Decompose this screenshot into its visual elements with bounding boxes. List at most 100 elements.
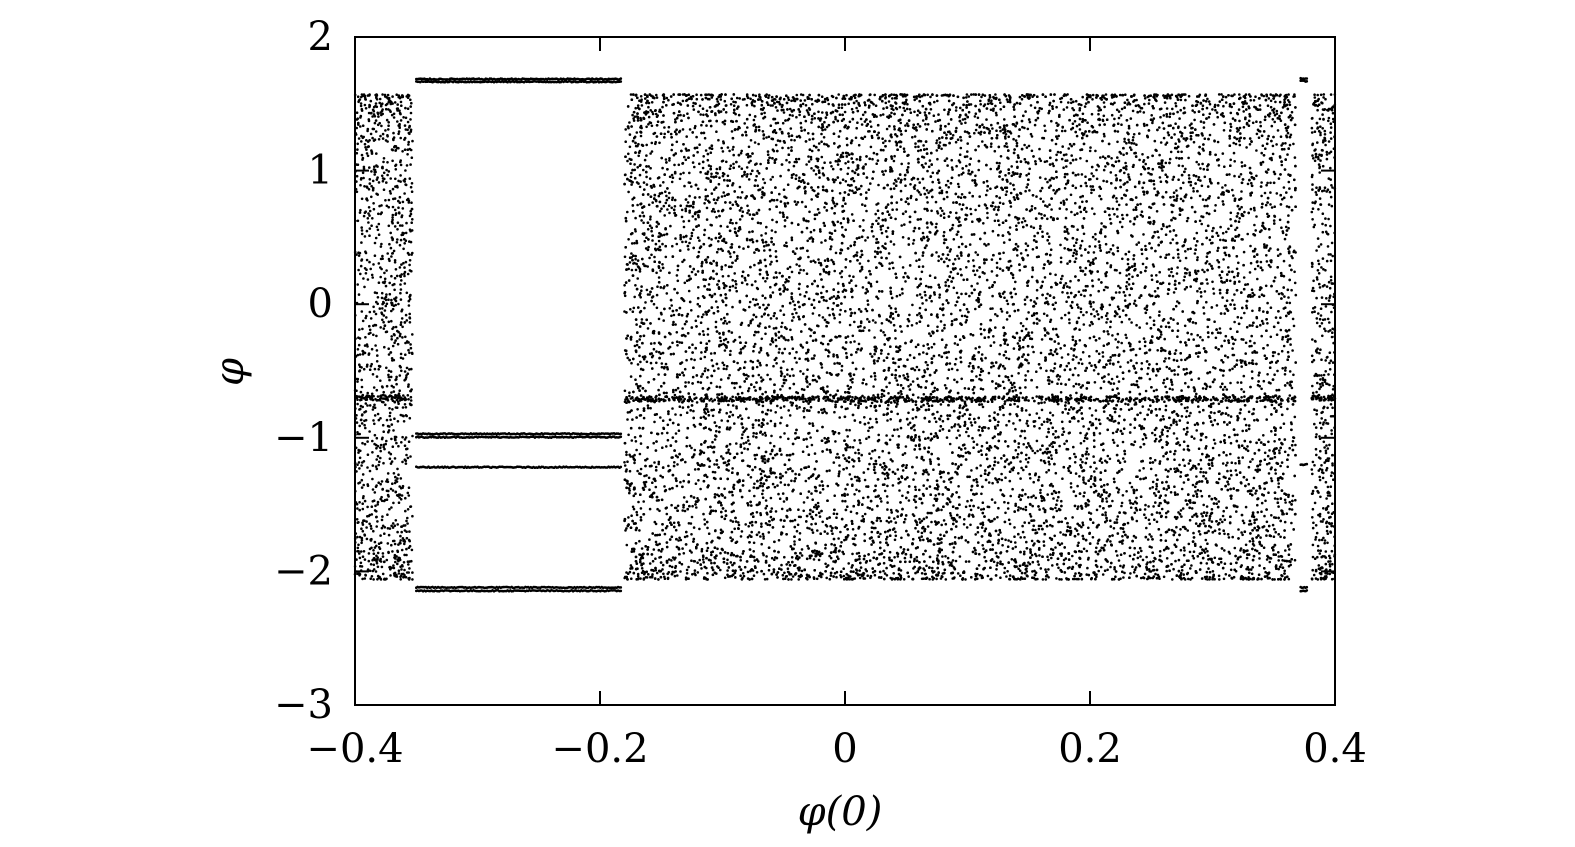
data-point (1286, 153, 1289, 156)
data-point (383, 281, 386, 285)
data-point (383, 526, 387, 529)
data-point (356, 402, 359, 406)
data-point (368, 93, 371, 96)
data-point (374, 102, 378, 105)
data-point (872, 235, 875, 238)
data-point (407, 546, 411, 550)
data-point (387, 369, 391, 373)
data-point (391, 307, 395, 311)
data-point (365, 314, 368, 318)
data-point (884, 477, 887, 481)
data-point (376, 500, 380, 504)
data-point (369, 539, 373, 542)
data-point (404, 353, 407, 357)
data-point (365, 152, 369, 155)
data-point (366, 278, 370, 281)
data-point (408, 177, 412, 180)
data-point (1015, 141, 1019, 145)
data-point (1040, 499, 1044, 503)
data-point (361, 124, 365, 127)
data-point (1139, 576, 1143, 580)
data-point (392, 112, 396, 116)
data-point (373, 491, 377, 494)
data-point (1081, 112, 1085, 116)
data-point (1125, 142, 1128, 145)
data-point (379, 446, 382, 450)
data-point (393, 259, 397, 262)
data-point (404, 106, 407, 110)
data-point (634, 284, 637, 287)
data-point (367, 221, 370, 224)
data-point (795, 350, 798, 354)
data-point (397, 130, 401, 133)
data-point (363, 499, 367, 503)
data-point (386, 513, 389, 516)
data-point (389, 462, 393, 465)
data-point (376, 176, 379, 179)
data-point (1221, 361, 1225, 364)
data-point (1117, 284, 1120, 288)
data-point (774, 106, 778, 109)
data-point (359, 390, 363, 394)
data-point (357, 137, 361, 140)
data-point (797, 508, 800, 512)
data-point (399, 288, 403, 291)
data-point (356, 380, 359, 383)
data-point (383, 345, 386, 349)
data-point (365, 197, 368, 201)
data-point (923, 446, 926, 450)
data-point (1239, 381, 1243, 384)
data-point (379, 257, 383, 261)
data-point (402, 116, 405, 119)
data-point (408, 567, 411, 570)
data-point (381, 254, 384, 258)
data-point (396, 342, 400, 346)
data-point (705, 405, 708, 408)
data-point (356, 572, 359, 576)
data-point (370, 149, 373, 152)
data-point (1217, 574, 1221, 578)
data-point (396, 221, 400, 224)
data-point (360, 541, 363, 545)
data-point (667, 204, 671, 207)
data-point (385, 293, 388, 296)
data-point (381, 132, 385, 136)
data-point (667, 125, 671, 129)
data-point (364, 250, 367, 253)
data-point (408, 576, 411, 580)
data-point (411, 333, 414, 336)
data-point (387, 347, 391, 351)
data-point (739, 348, 743, 351)
data-point (380, 109, 384, 113)
data-point (406, 107, 410, 110)
data-point (363, 534, 367, 537)
data-point (681, 406, 685, 409)
data-point (358, 508, 362, 512)
data-point (391, 344, 395, 348)
data-point (368, 214, 371, 217)
data-point (1178, 463, 1181, 467)
data-point (999, 307, 1003, 311)
data-point (361, 158, 364, 161)
data-point (388, 457, 392, 461)
data-point (881, 113, 885, 116)
data-point (379, 326, 383, 329)
data-point (1035, 195, 1038, 198)
data-point (642, 416, 646, 420)
data-point (377, 181, 381, 184)
data-point (405, 198, 409, 202)
data-point (390, 338, 394, 341)
data-point (375, 225, 379, 229)
data-point (975, 443, 979, 446)
data-point (366, 453, 370, 457)
data-point (888, 267, 891, 271)
data-point (392, 429, 395, 432)
data-point (361, 502, 365, 506)
data-point (928, 458, 932, 461)
data-point (410, 101, 413, 105)
data-point (387, 451, 391, 454)
data-point (972, 264, 976, 268)
data-point (1092, 258, 1095, 262)
data-point (990, 270, 994, 273)
data-point (387, 533, 391, 537)
